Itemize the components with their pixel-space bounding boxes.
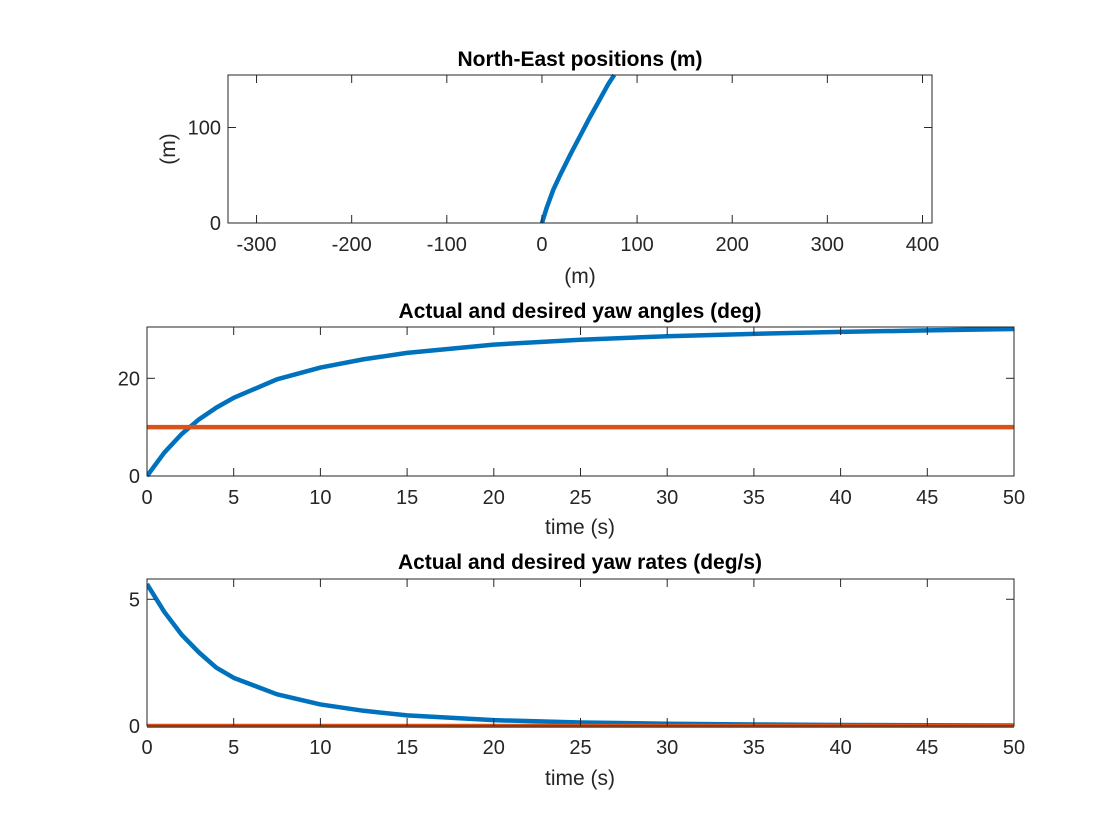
y-tick-label: 0: [210, 213, 221, 235]
x-tick-label: 30: [656, 487, 678, 509]
x-tick-label: 35: [743, 737, 765, 759]
x-axis-label: time (s): [545, 516, 615, 539]
x-tick-label: 5: [228, 487, 239, 509]
x-tick-label: 400: [906, 234, 939, 256]
chart-title: Actual and desired yaw rates (deg/s): [398, 551, 762, 574]
chart-title: North-East positions (m): [458, 48, 703, 71]
x-tick-label: 15: [396, 737, 418, 759]
x-tick-label: 50: [1003, 737, 1025, 759]
x-axis-label: time (s): [545, 767, 615, 790]
chart-title: Actual and desired yaw angles (deg): [399, 300, 762, 323]
x-tick-label: 0: [141, 487, 152, 509]
x-tick-label: -100: [427, 234, 467, 256]
x-tick-label: 45: [916, 487, 938, 509]
x-tick-label: 5: [228, 737, 239, 759]
series-line-1: [147, 326, 1014, 478]
x-tick-label: 40: [829, 737, 851, 759]
plot-north-east-positions: North-East positions (m) (m) (m) -300 -20…: [157, 48, 939, 288]
plot-frame: [227, 74, 933, 224]
x-tick-label: 40: [829, 487, 851, 509]
x-tick-label: 15: [396, 487, 418, 509]
plot-yaw-angles: Actual and desired yaw angles (deg) time…: [118, 300, 1025, 539]
y-tick-label: 20: [118, 368, 140, 390]
x-tick-label: 200: [716, 234, 749, 256]
x-tick-label: 50: [1003, 487, 1025, 509]
y-axis-label: (m): [157, 133, 180, 164]
y-tick-label: 0: [129, 716, 140, 738]
x-tick-label: 20: [483, 737, 505, 759]
x-tick-label: -200: [332, 234, 372, 256]
y-tick-label: 0: [129, 466, 140, 488]
x-tick-label: 10: [309, 737, 331, 759]
x-tick-label: 300: [811, 234, 844, 256]
x-tick-label: -300: [237, 234, 277, 256]
x-tick-label: 0: [141, 737, 152, 759]
x-tick-label: 35: [743, 487, 765, 509]
y-tick-label: 100: [188, 118, 221, 140]
x-tick-label: 45: [916, 737, 938, 759]
x-axis-label: (m): [564, 265, 595, 288]
y-tick-label: 5: [129, 589, 140, 611]
x-tick-label: 30: [656, 737, 678, 759]
x-tick-label: 20: [483, 487, 505, 509]
x-tick-label: 10: [309, 487, 331, 509]
plot-yaw-rates: Actual and desired yaw rates (deg/s) tim…: [129, 551, 1025, 790]
series-line-1: [539, 73, 617, 224]
x-tick-label: 0: [536, 234, 547, 256]
x-tick-label: 100: [620, 234, 653, 256]
x-tick-label: 25: [569, 487, 591, 509]
x-tick-label: 25: [569, 737, 591, 759]
